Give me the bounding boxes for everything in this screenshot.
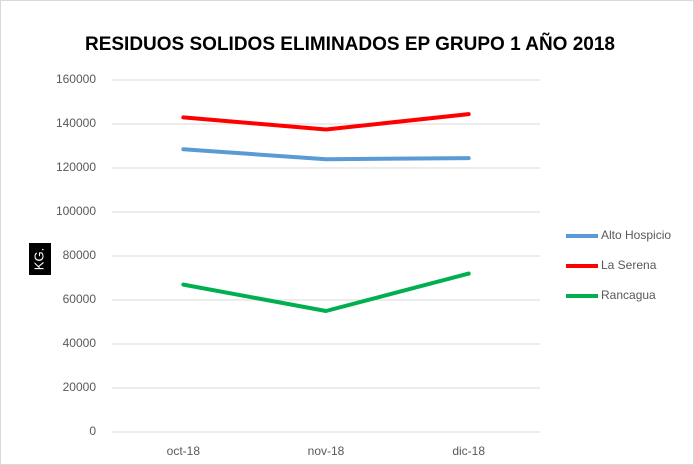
- y-axis-label: KG.: [31, 248, 46, 270]
- y-tick-label: 120000: [56, 160, 96, 174]
- x-tick-label: oct-18: [167, 444, 201, 458]
- legend-label: La Serena: [601, 258, 657, 272]
- x-tick-label: nov-18: [308, 444, 345, 458]
- chart-title: RESIDUOS SOLIDOS ELIMINADOS EP GRUPO 1 A…: [85, 33, 615, 55]
- y-tick-label: 0: [89, 424, 96, 438]
- y-tick-label: 60000: [63, 292, 97, 306]
- y-tick-label: 160000: [56, 72, 96, 86]
- legend-label: Rancagua: [601, 288, 656, 302]
- legend-label: Alto Hospicio: [601, 228, 671, 242]
- series-line: [181, 112, 471, 132]
- series-line: [181, 271, 471, 313]
- y-tick-label: 140000: [56, 116, 96, 130]
- x-tick-label: dic-18: [452, 444, 485, 458]
- series-line: [181, 147, 471, 162]
- y-tick-label: 100000: [56, 204, 96, 218]
- y-tick-label: 20000: [63, 380, 97, 394]
- y-label-box: [29, 243, 51, 275]
- y-tick-label: 40000: [63, 336, 97, 350]
- y-tick-label: 80000: [63, 248, 97, 262]
